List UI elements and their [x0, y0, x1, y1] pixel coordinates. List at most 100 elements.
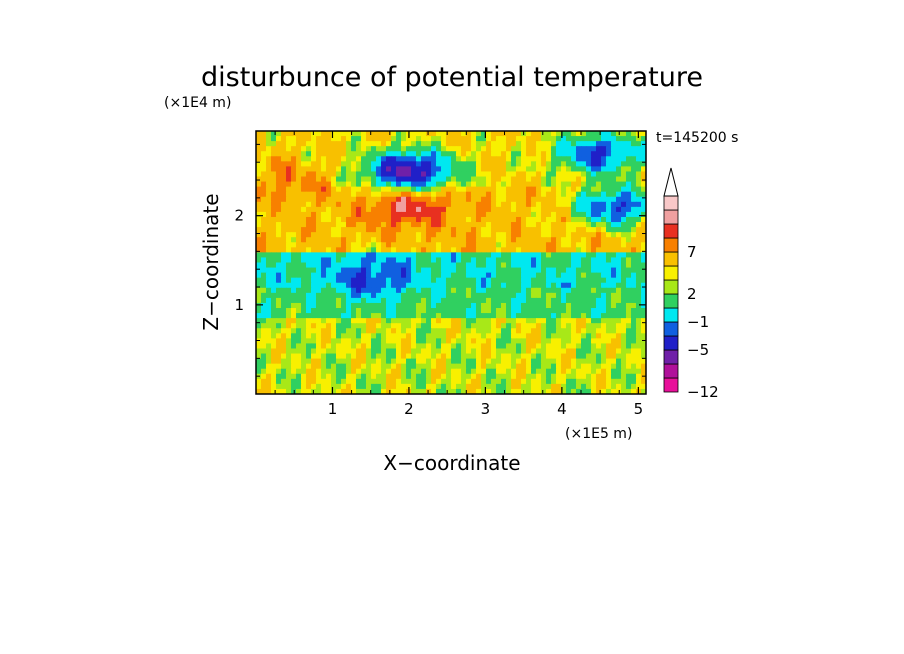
field-cell [506, 358, 512, 365]
field-cell [341, 313, 347, 319]
field-cell [396, 343, 402, 350]
field-cell [326, 388, 332, 394]
field-cell [486, 161, 492, 168]
field-cell [541, 186, 547, 193]
field-cell [506, 267, 512, 274]
field-cell [546, 186, 552, 193]
field-cell [471, 216, 477, 223]
field-cell [306, 222, 312, 228]
field-cell [381, 388, 387, 394]
field-cell [376, 141, 382, 147]
field-cell [506, 181, 512, 188]
field-cell [281, 181, 287, 188]
field-cell [311, 257, 317, 264]
field-cell [491, 323, 497, 329]
field-cell [581, 206, 587, 213]
field-cell [436, 211, 442, 218]
field-cell [416, 171, 422, 178]
field-cell [461, 282, 467, 289]
field-cell [321, 146, 327, 152]
field-cell [356, 328, 362, 334]
field-cell [386, 191, 392, 198]
field-cell [416, 378, 422, 385]
field-cell [261, 262, 267, 269]
field-cell [496, 383, 502, 390]
field-cell [441, 302, 447, 309]
field-cell [636, 373, 642, 380]
field-cell [571, 373, 577, 380]
field-cell [431, 333, 437, 339]
field-cell [261, 242, 267, 248]
field-cell [516, 247, 522, 253]
field-cell [501, 181, 507, 188]
field-cell [366, 313, 372, 319]
field-cell [381, 222, 387, 228]
field-cell [276, 287, 282, 294]
field-cell [381, 156, 387, 162]
field-cell [326, 333, 332, 339]
field-cell [491, 383, 497, 390]
field-cell [396, 191, 402, 198]
field-cell [366, 302, 372, 309]
field-cell [446, 318, 452, 324]
field-cell [511, 353, 517, 360]
field-cell [461, 141, 467, 147]
field-cell [601, 338, 607, 345]
field-cell [301, 333, 307, 339]
field-cell [346, 262, 352, 269]
field-cell [541, 257, 547, 264]
field-cell [561, 171, 567, 178]
field-cell [581, 227, 587, 233]
field-cell [591, 282, 597, 289]
field-cell [596, 201, 602, 208]
field-cell [506, 211, 512, 218]
field-cell [336, 333, 342, 339]
field-cell [541, 267, 547, 274]
field-cell [601, 216, 607, 223]
field-cell [256, 348, 262, 355]
field-cell [551, 297, 557, 304]
field-cell [376, 156, 382, 162]
field-cell [296, 282, 302, 289]
field-cell [276, 348, 282, 355]
field-cell [296, 247, 302, 253]
field-cell [356, 242, 362, 248]
field-cell [526, 368, 532, 375]
field-cell [546, 171, 552, 178]
field-cell [301, 171, 307, 178]
field-cell [501, 141, 507, 147]
field-cell [366, 318, 372, 324]
field-cell [321, 297, 327, 304]
field-cell [546, 141, 552, 147]
field-cell [526, 171, 532, 178]
field-cell [471, 257, 477, 264]
field-cell [566, 363, 572, 370]
field-cell [311, 333, 317, 339]
field-cell [451, 302, 457, 309]
chart-title: disturbunce of potential temperature [201, 62, 703, 93]
field-cell [361, 328, 367, 334]
y-tick-label: 1 [234, 296, 244, 314]
field-cell [296, 227, 302, 233]
field-cell [446, 282, 452, 289]
field-cell [456, 136, 462, 142]
field-cell [351, 292, 357, 299]
field-cell [641, 151, 646, 157]
field-cell [546, 201, 552, 208]
field-cell [361, 267, 367, 274]
field-cell [631, 383, 637, 390]
field-cell [276, 216, 282, 223]
field-cell [326, 282, 332, 289]
field-cell [511, 328, 517, 334]
field-cell [326, 222, 332, 228]
field-cell [551, 388, 557, 394]
field-cell [296, 156, 302, 162]
field-cell [436, 313, 442, 319]
field-cell [351, 373, 357, 380]
field-cell [416, 186, 422, 193]
field-cell [406, 186, 412, 193]
field-cell [571, 257, 577, 264]
field-cell [551, 232, 557, 238]
field-cell [346, 292, 352, 299]
field-cell [546, 232, 552, 238]
